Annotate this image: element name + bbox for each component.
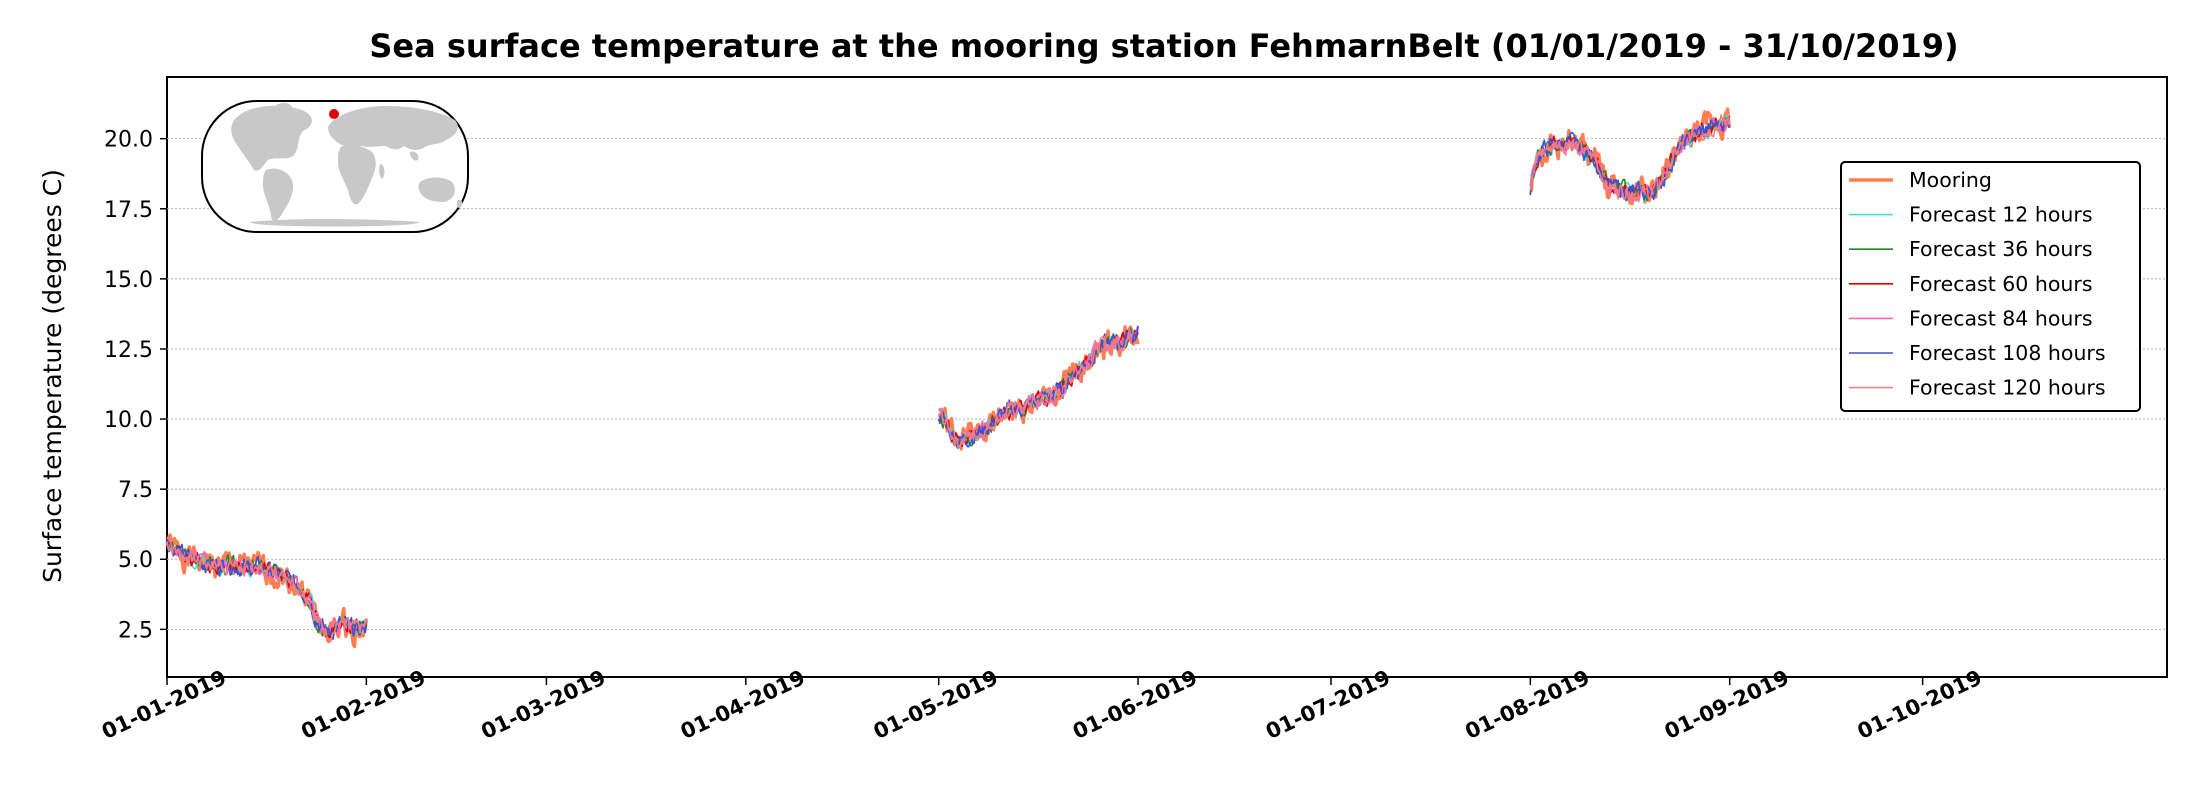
y-tick-label: 5.0 (118, 548, 153, 573)
legend-frame (1840, 161, 2141, 412)
legend-label: Forecast 108 hours (1909, 341, 2106, 365)
legend: Mooring Forecast 12 hours Forecast 36 hour… (1840, 161, 2141, 412)
plot-frame (166, 76, 2168, 678)
series-forecast-120-hours (166, 114, 1731, 643)
legend-label: Forecast 36 hours (1909, 237, 2093, 261)
plot-area (165, 76, 2168, 678)
series-line (166, 541, 368, 643)
x-tick-label: 01-01-2019 (98, 665, 230, 744)
legend-label: Forecast 60 hours (1909, 272, 2093, 296)
series-line (937, 332, 1139, 449)
y-axis-label: Surface temperature (degrees C) (38, 169, 67, 583)
y-tick-label: 12.5 (104, 338, 153, 363)
series-layer (165, 107, 1732, 649)
station-marker (329, 109, 339, 119)
y-axis: 2.5 5.0 7.5 10.0 12.5 15.0 17.5 20.0 (104, 128, 167, 643)
world-map-icon (231, 102, 463, 227)
y-tick-label: 7.5 (118, 478, 153, 503)
legend-label: Forecast 84 hours (1909, 306, 2093, 330)
y-tick-label: 17.5 (104, 198, 153, 223)
chart-title: Sea surface temperature at the mooring s… (369, 27, 1958, 65)
y-tick-label: 10.0 (104, 408, 153, 433)
legend-label: Forecast 120 hours (1909, 376, 2106, 400)
y-tick-label: 2.5 (118, 618, 153, 643)
inset-world-map (201, 100, 469, 233)
legend-label: Forecast 12 hours (1909, 203, 2093, 227)
series-line (1529, 114, 1731, 203)
legend-label: Mooring (1909, 168, 1992, 192)
y-tick-label: 20.0 (104, 128, 153, 153)
grid-lines (167, 138, 2167, 630)
y-tick-label: 15.0 (104, 268, 153, 293)
